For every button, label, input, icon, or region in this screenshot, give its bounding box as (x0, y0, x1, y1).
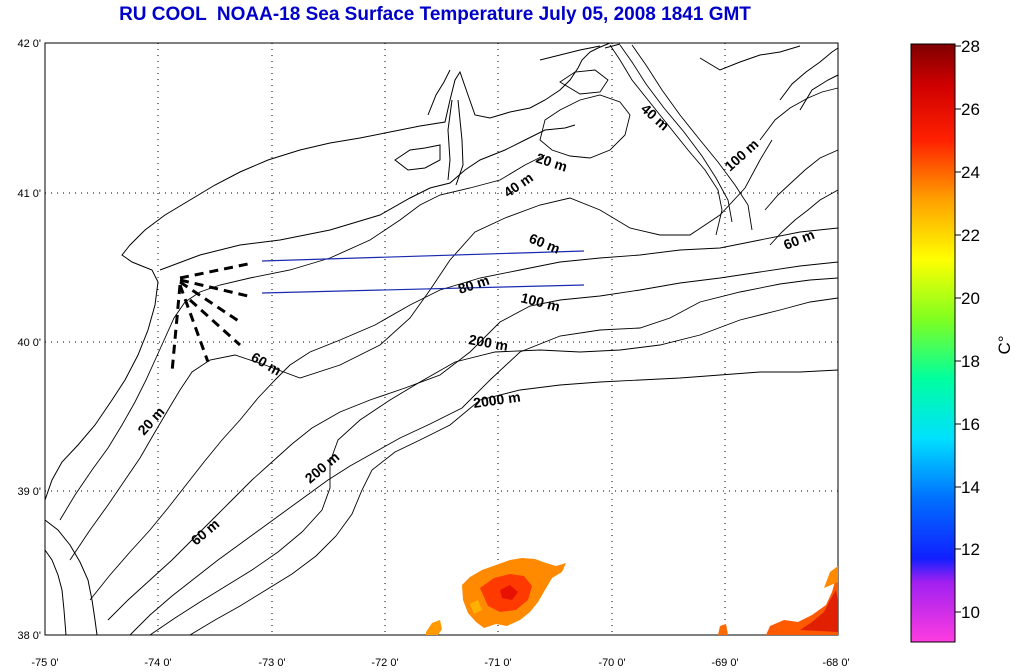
colorbar-tick-label: 18 (961, 352, 980, 371)
lat-tick-label: 42 0' (17, 38, 41, 50)
map-title: RU COOL NOAA-18 Sea Surface Temperature … (119, 4, 751, 25)
contour-label: 2000 m (472, 389, 521, 411)
lon-tick-label: -69 0' (711, 657, 738, 669)
coastline (44, 42, 839, 636)
colorbar-tick-label: 12 (961, 540, 980, 559)
lon-tick-label: -74 0' (144, 657, 171, 669)
lon-tick-label: -72 0' (371, 657, 398, 669)
map-frame (44, 42, 839, 636)
colorbar-tick-label: 28 (961, 37, 980, 56)
colorbar-tick-label: 22 (961, 226, 980, 245)
lat-tick-label: 40 0' (17, 337, 41, 349)
graticule (45, 43, 838, 635)
lon-tick-label: -68 0' (822, 657, 849, 669)
dashed-survey-lines (170, 262, 249, 373)
colorbar: 10 12 14 16 18 20 22 24 26 28 C° (910, 37, 1014, 643)
lon-tick-label: -70 0' (598, 657, 625, 669)
colorbar-tick-label: 26 (961, 100, 980, 119)
colorbar-tick-label: 24 (961, 163, 980, 182)
lat-tick-label: 39 0' (17, 486, 41, 498)
colorbar-tick-label: 14 (961, 478, 980, 497)
lon-tick-label: -71 0' (484, 657, 511, 669)
colorbar-unit-label: C° (995, 335, 1014, 354)
bathymetry-contours (59, 44, 839, 636)
latitude-axis: 38 0' 39 0' 40 0' 41 0' 42 0' (17, 38, 41, 642)
longitude-axis: -75 0' -74 0' -73 0' -72 0' -71 0' -70 0… (31, 657, 849, 669)
colorbar-tick-label: 10 (961, 603, 980, 622)
colorbar-tick-label: 20 (961, 289, 980, 308)
transect-lines (261, 250, 585, 294)
lat-tick-label: 38 0' (17, 630, 41, 642)
colorbar-gradient (910, 43, 956, 643)
lon-tick-label: -73 0' (258, 657, 285, 669)
colorbar-tick-label: 16 (961, 415, 980, 434)
lon-tick-label: -75 0' (31, 657, 58, 669)
lat-tick-label: 41 0' (17, 188, 41, 200)
contour-label: 200 m (467, 331, 509, 354)
sst-data-patches (426, 558, 838, 635)
